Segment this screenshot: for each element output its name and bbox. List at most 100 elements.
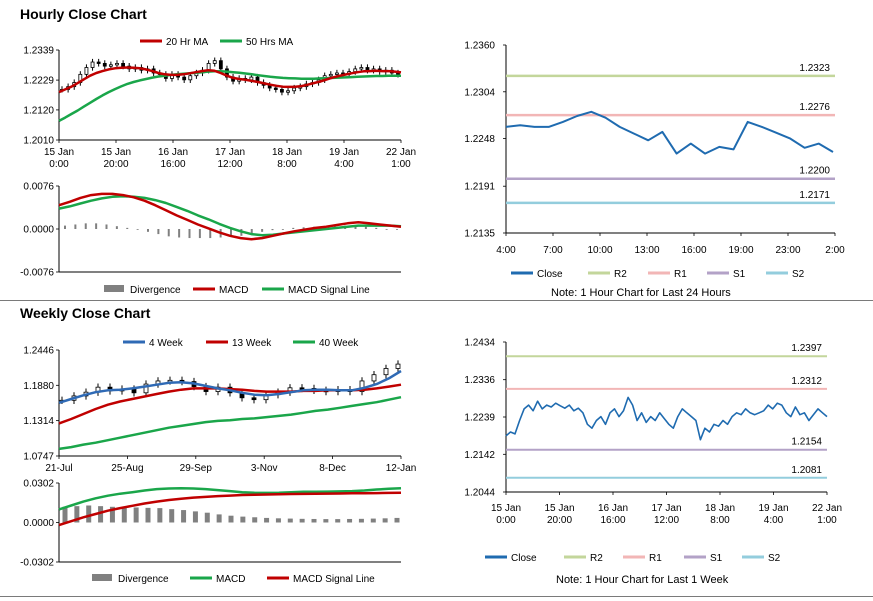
weekly-levels-xtick-6-date: 22 Jan bbox=[812, 503, 842, 514]
hourly-divergence-bar-32 bbox=[396, 229, 398, 230]
weekly-divergence-bar-6 bbox=[133, 507, 139, 523]
weekly-levels-ytick-4: 1.2044 bbox=[464, 488, 495, 499]
hourly-divergence-bar-7 bbox=[136, 229, 139, 230]
hourly-price-xtick-6-time: 1:00 bbox=[391, 159, 411, 170]
hourly-divergence-bar-23 bbox=[302, 227, 305, 229]
hourly-macd-ytick-1: 0.0000 bbox=[23, 225, 54, 236]
hourly-price-xtick-0-time: 0:00 bbox=[49, 159, 69, 170]
weekly-price-legend-label-1: 13 Week bbox=[232, 338, 272, 349]
hourly-divergence-bar-9 bbox=[157, 229, 160, 235]
hourly-levels-ytick-2: 1.2248 bbox=[464, 134, 495, 145]
weekly-levels-ytick-1: 1.2336 bbox=[464, 375, 495, 386]
weekly-levels-ytick-0: 1.2434 bbox=[464, 338, 495, 349]
hourly-divergence-bar-3 bbox=[95, 223, 98, 229]
hourly-levels-xtick-3: 13:00 bbox=[634, 245, 659, 256]
hourly-levels-xtick-4: 16:00 bbox=[681, 245, 706, 256]
weekly-level-R1-label: 1.2312 bbox=[791, 376, 822, 387]
weekly-divergence-bar-14 bbox=[228, 515, 234, 523]
weekly-divergence-bar-22 bbox=[323, 519, 329, 523]
hourly-levels-xtick-5: 19:00 bbox=[728, 245, 753, 256]
weekly-levels-xtick-2-time: 16:00 bbox=[600, 515, 625, 526]
weekly-4wk-line bbox=[58, 369, 402, 404]
weekly-price-ytick-0: 1.2446 bbox=[23, 346, 54, 357]
hourly-levels-ytick-4: 1.2135 bbox=[464, 229, 495, 240]
hourly-price-xtick-2-date: 16 Jan bbox=[158, 147, 188, 158]
hourly-price-candle-20 bbox=[182, 76, 187, 81]
hourly-levels-xtick-7: 2:00 bbox=[825, 245, 845, 256]
weekly-price-ytick-3: 1.0747 bbox=[23, 452, 54, 463]
weekly-divergence-bar-11 bbox=[192, 511, 198, 523]
hourly-divergence-bar-30 bbox=[375, 227, 378, 229]
weekly-macd-ytick-1: 0.0000 bbox=[23, 518, 54, 529]
hourly-price-candle-45 bbox=[335, 72, 339, 75]
hourly-levels-ytick-0: 1.2360 bbox=[464, 41, 495, 52]
hourly-price-xtick-5-time: 4:00 bbox=[334, 159, 354, 170]
weekly-price-candle-7 bbox=[143, 383, 149, 394]
hourly-macd-ytick-2: -0.0076 bbox=[20, 268, 54, 279]
weekly-close-line bbox=[505, 396, 828, 441]
hourly-price-candle-10 bbox=[121, 63, 125, 67]
hourly-signal-line bbox=[58, 194, 402, 237]
weekly-level-R2-label: 1.2397 bbox=[791, 343, 822, 354]
hourly-level-R2-label: 1.2323 bbox=[799, 63, 830, 74]
weekly-levels-xtick-5-date: 19 Jan bbox=[758, 503, 788, 514]
hourly-divergence-bar-10 bbox=[167, 229, 170, 237]
weekly-price-candle-27 bbox=[383, 368, 389, 376]
weekly-divergence-bar-25 bbox=[358, 518, 364, 523]
weekly-divergence-bar-21 bbox=[311, 518, 317, 523]
weekly-divergence-bar-19 bbox=[287, 518, 293, 523]
hourly-price-candle-5 bbox=[90, 61, 95, 68]
hourly-price-ytick-3: 1.2010 bbox=[23, 136, 54, 147]
weekly-divergence-bar-15 bbox=[240, 516, 246, 523]
hourly-levels-legend-label-0: Close bbox=[537, 269, 563, 280]
hourly-price-legend-label-1: 50 Hrs MA bbox=[246, 37, 294, 48]
hourly-levels-xtick-2: 10:00 bbox=[587, 245, 612, 256]
weekly-price-candle-26 bbox=[371, 374, 377, 382]
hourly-price-candle-25 bbox=[212, 60, 217, 64]
weekly-levels-ytick-3: 1.2142 bbox=[464, 450, 495, 461]
weekly-price-candle-25 bbox=[359, 380, 365, 392]
weekly-macd-legend-label-0: Divergence bbox=[118, 574, 169, 585]
hourly-levels-ytick-1: 1.2304 bbox=[464, 87, 495, 98]
weekly-macd-legend-label-1: MACD bbox=[216, 574, 245, 585]
hourly-price-candle-4 bbox=[84, 67, 89, 75]
hourly-divergence-bar-18 bbox=[250, 229, 253, 235]
hourly-price-xtick-3-time: 12:00 bbox=[217, 159, 242, 170]
weekly-price-candle-28 bbox=[395, 363, 401, 369]
weekly-price-xtick-3: 3-Nov bbox=[251, 463, 278, 474]
hourly-divergence-bar-16 bbox=[230, 229, 232, 237]
hourly-price-legend-label-0: 20 Hr MA bbox=[166, 37, 209, 48]
hourly-divergence-bar-11 bbox=[178, 229, 181, 238]
weekly-levels-legend-label-4: S2 bbox=[768, 553, 781, 564]
weekly-macd-line bbox=[58, 486, 402, 511]
hourly-price-xtick-4-date: 18 Jan bbox=[272, 147, 302, 158]
weekly-price-xtick-2: 29-Sep bbox=[180, 463, 213, 474]
hourly-levels-legend-label-3: S1 bbox=[733, 269, 746, 280]
hourly-price-candle-49 bbox=[359, 67, 364, 70]
hourly-level-S1-label: 1.2200 bbox=[799, 166, 830, 177]
weekly-price-xtick-0: 21-Jul bbox=[45, 463, 72, 474]
hourly-price-candle-37 bbox=[286, 90, 290, 93]
hourly-divergence-bar-8 bbox=[147, 229, 149, 232]
hourly-divergence-bar-19 bbox=[261, 229, 264, 232]
weekly-level-S2-label: 1.2081 bbox=[791, 465, 822, 476]
weekly-divergence-bar-16 bbox=[252, 517, 258, 523]
weekly-macd-legend-label-2: MACD Signal Line bbox=[293, 574, 375, 585]
hourly-price-candle-36 bbox=[280, 88, 284, 93]
hourly-price-candle-9 bbox=[115, 63, 119, 66]
hourly-divergence-bar-6 bbox=[126, 227, 129, 229]
weekly-price-candle-16 bbox=[251, 397, 257, 401]
hourly-price-candle-50 bbox=[365, 67, 370, 71]
weekly-levels-ytick-2: 1.2239 bbox=[464, 413, 495, 424]
hourly-divergence-bar-21 bbox=[281, 229, 284, 230]
weekly-divergence-bar-2 bbox=[86, 505, 92, 523]
weekly-divergence-bar-5 bbox=[121, 507, 127, 523]
hourly-levels-note: Note: 1 Hour Chart for Last 24 Hours bbox=[551, 287, 731, 299]
weekly-levels-xtick-0-time: 0:00 bbox=[496, 515, 516, 526]
weekly-macd-legend-swatch-0 bbox=[92, 574, 112, 581]
weekly-levels-xtick-5-time: 4:00 bbox=[764, 515, 784, 526]
hourly-divergence-bar-14 bbox=[209, 229, 212, 239]
section-divider-middle bbox=[0, 300, 873, 301]
hourly-price-xtick-4-time: 8:00 bbox=[277, 159, 297, 170]
